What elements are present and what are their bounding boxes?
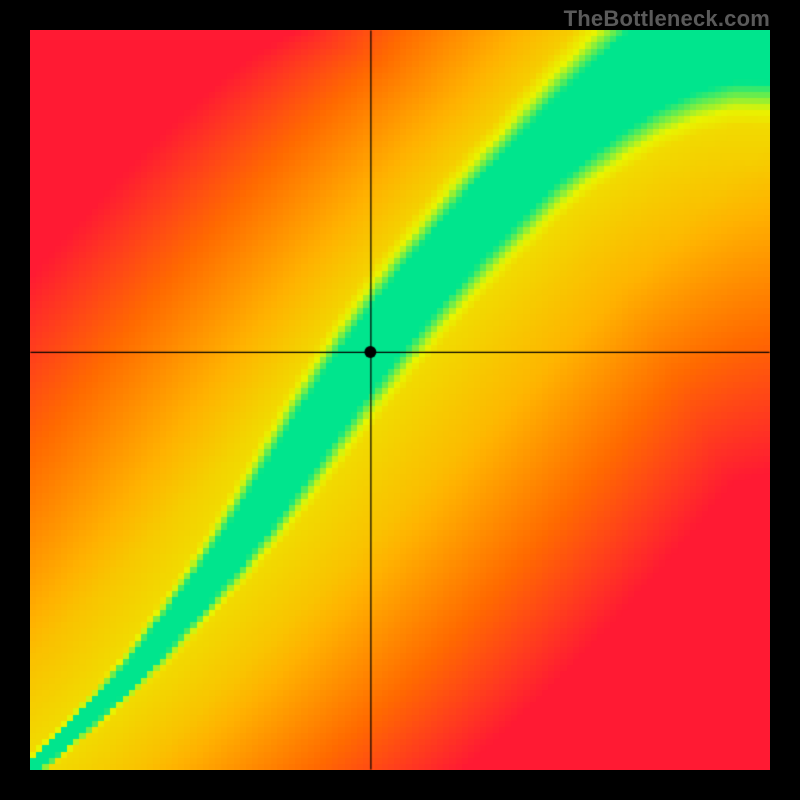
bottleneck-heatmap xyxy=(30,30,770,770)
chart-container: TheBottleneck.com xyxy=(0,0,800,800)
watermark-text: TheBottleneck.com xyxy=(564,6,770,32)
